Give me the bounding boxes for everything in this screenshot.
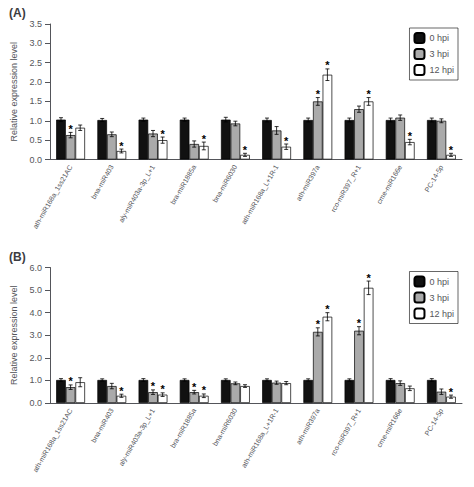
svg-text:aly-miR403a-3p_L+1: aly-miR403a-3p_L+1 (117, 164, 157, 224)
svg-text:ath-miR397a: ath-miR397a (295, 164, 321, 202)
svg-text:0.5: 0.5 (29, 135, 42, 145)
svg-text:3 hpi: 3 hpi (429, 49, 449, 59)
svg-text:ath-miR168a_L+1R-1: ath-miR168a_L+1R-1 (240, 164, 280, 226)
svg-text:(B): (B) (9, 250, 26, 264)
svg-text:aly-miR403a-3p_L+1: aly-miR403a-3p_L+1 (117, 407, 157, 467)
svg-text:Relative expression level: Relative expression level (9, 285, 19, 385)
svg-text:12 hpi: 12 hpi (429, 65, 454, 75)
svg-text:ath-miR168a_L+1R-1: ath-miR168a_L+1R-1 (240, 407, 280, 469)
svg-text:*: * (366, 272, 371, 284)
svg-text:PC-14-5p: PC-14-5p (423, 407, 445, 437)
svg-text:0 hpi: 0 hpi (429, 33, 449, 43)
svg-text:1.0: 1.0 (29, 116, 42, 126)
svg-text:PC-14-5p: PC-14-5p (423, 164, 445, 194)
svg-text:bna-miR6030: bna-miR6030 (211, 164, 238, 204)
svg-text:1.5: 1.5 (29, 96, 42, 106)
svg-text:(A): (A) (9, 6, 26, 20)
svg-text:ath-miR168a_1ss21AC: ath-miR168a_1ss21AC (31, 407, 74, 474)
svg-text:2.5: 2.5 (29, 58, 42, 68)
svg-text:*: * (243, 144, 248, 156)
svg-text:bna-miR403: bna-miR403 (90, 407, 115, 444)
svg-text:*: * (357, 317, 362, 329)
svg-text:*: * (408, 130, 413, 142)
svg-text:3.0: 3.0 (29, 330, 42, 340)
svg-text:*: * (202, 384, 207, 396)
svg-text:ath-miR397a: ath-miR397a (295, 407, 321, 445)
svg-text:bra-miR1885a: bra-miR1885a (169, 164, 197, 206)
svg-text:Relative expression level: Relative expression level (9, 42, 19, 142)
svg-text:12 hpi: 12 hpi (429, 309, 454, 319)
svg-text:*: * (160, 383, 165, 395)
svg-text:2.0: 2.0 (29, 77, 42, 87)
svg-text:0.0: 0.0 (29, 398, 42, 408)
svg-text:*: * (192, 381, 197, 393)
svg-text:4.0: 4.0 (29, 308, 42, 318)
svg-text:3.5: 3.5 (29, 19, 42, 29)
svg-text:3 hpi: 3 hpi (429, 293, 449, 303)
svg-text:*: * (449, 144, 454, 156)
svg-text:*: * (119, 385, 124, 397)
svg-text:rco-miR397_R+1: rco-miR397_R+1 (329, 164, 362, 214)
svg-text:2.0: 2.0 (29, 353, 42, 363)
svg-text:*: * (316, 88, 321, 100)
svg-text:0 hpi: 0 hpi (429, 277, 449, 287)
svg-text:*: * (366, 88, 371, 100)
svg-text:*: * (316, 318, 321, 330)
svg-text:*: * (284, 135, 289, 147)
svg-text:1.0: 1.0 (29, 375, 42, 385)
svg-text:*: * (119, 140, 124, 152)
svg-text:*: * (151, 380, 156, 392)
svg-text:cme-miR166e: cme-miR166e (375, 164, 403, 205)
svg-text:rco-miR397_R+1: rco-miR397_R+1 (329, 407, 362, 457)
svg-text:*: * (202, 133, 207, 145)
svg-text:cme-miR166e: cme-miR166e (375, 407, 403, 448)
svg-text:*: * (68, 375, 73, 387)
svg-text:*: * (325, 59, 330, 71)
svg-text:*: * (449, 386, 454, 398)
svg-text:5.0: 5.0 (29, 285, 42, 295)
svg-text:ath-miR168a_1ss21AC: ath-miR168a_1ss21AC (31, 164, 74, 231)
svg-text:3.0: 3.0 (29, 38, 42, 48)
svg-text:bna-miR6030: bna-miR6030 (211, 407, 238, 447)
svg-text:6.0: 6.0 (29, 263, 42, 273)
svg-text:0.0: 0.0 (29, 155, 42, 165)
svg-text:*: * (68, 123, 73, 135)
svg-text:bra-miR1885a: bra-miR1885a (169, 407, 197, 449)
svg-text:*: * (325, 303, 330, 315)
svg-text:*: * (160, 128, 165, 140)
svg-text:bna-miR403: bna-miR403 (90, 164, 115, 201)
